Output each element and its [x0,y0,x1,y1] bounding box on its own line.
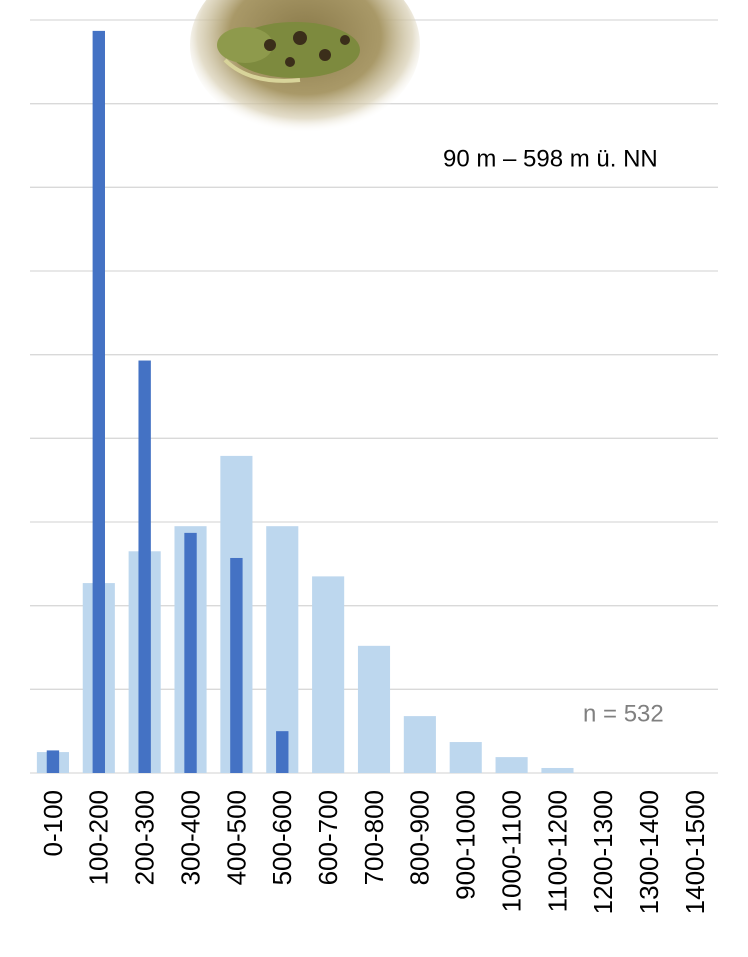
x-tick-label: 700-800 [359,790,389,885]
bar [184,532,197,773]
bar [230,557,243,773]
bar [495,757,528,773]
annotation: 90 m – 598 m ü. NN [443,145,658,172]
bar [312,576,345,773]
x-tick-label: 1000-1100 [496,790,526,912]
x-tick-label: 1200-1300 [588,790,618,914]
bar [541,767,574,773]
x-tick-label: 300-400 [175,790,205,885]
x-tick-label: 1100-1200 [542,790,572,912]
x-tick-label: 800-900 [405,790,435,885]
annotation: n = 532 [583,700,664,727]
x-tick-label: 400-500 [221,790,251,885]
bar [92,30,105,774]
x-tick-label: 600-700 [313,790,343,885]
bar [403,716,436,773]
x-tick-label: 0-100 [38,790,68,857]
x-tick-label: 1300-1400 [634,790,664,914]
bar [46,750,60,773]
x-tick-label: 500-600 [267,790,297,885]
x-tick-label: 900-1000 [451,790,481,900]
bar [357,645,391,773]
x-tick-label: 200-300 [130,790,160,885]
bar [276,731,289,773]
bar [449,742,482,773]
x-tick-label: 1400-1500 [680,790,710,914]
frog-image [190,0,420,133]
bar [138,360,151,773]
x-tick-label: 100-200 [84,790,114,885]
